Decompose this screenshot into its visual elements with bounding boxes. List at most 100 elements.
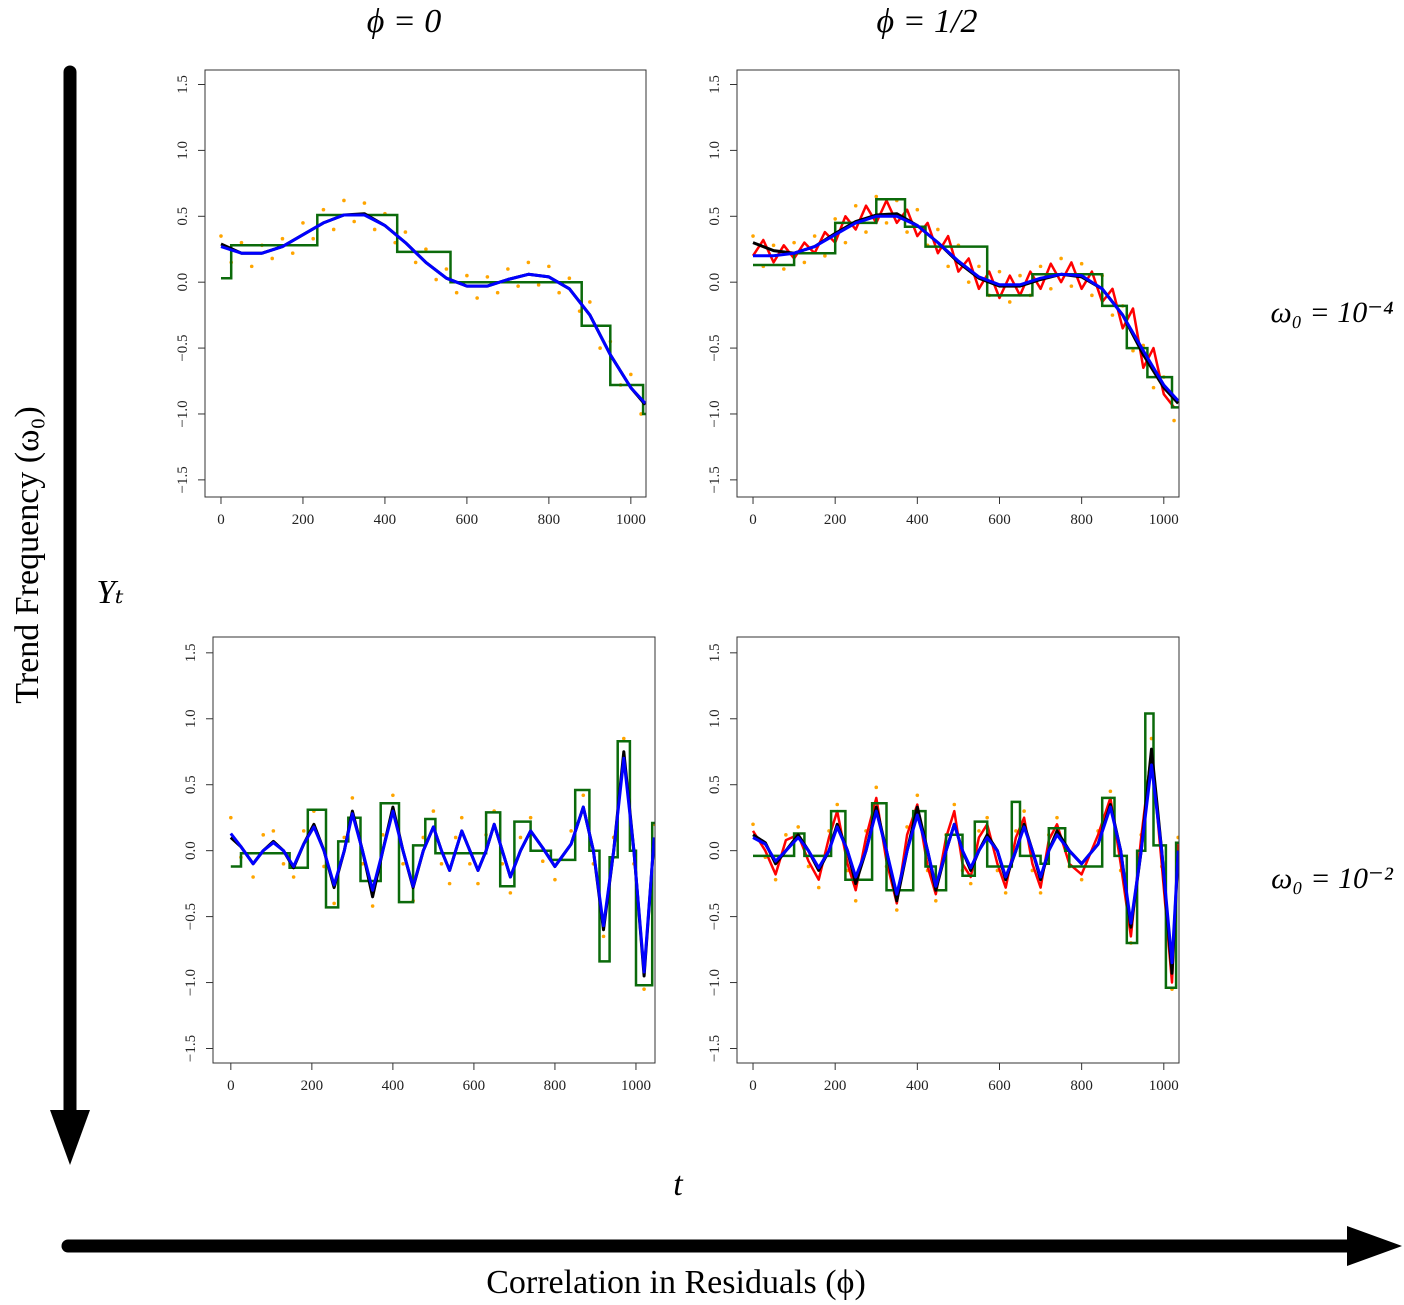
panel: 0 200 400 600 800 1000 −1.5 −1.0 −0.5 0.0 0.5 1.0 1.… [707, 636, 1180, 1094]
data-point [843, 240, 848, 245]
data-point [773, 877, 778, 882]
data-point [997, 269, 1002, 274]
data-point [915, 793, 920, 798]
data-point [1176, 835, 1179, 840]
data-point [476, 881, 480, 886]
data-point [301, 829, 306, 833]
x-tick-label: 800 [1070, 512, 1093, 528]
data-point [331, 227, 336, 232]
data-point [1003, 891, 1008, 895]
x-tick-label: 400 [906, 512, 929, 528]
data-point [454, 290, 459, 295]
data-point [362, 201, 367, 205]
y-tick-label: 1.5 [183, 643, 199, 662]
data-point [444, 267, 449, 271]
plot-frame [736, 636, 1180, 1064]
data-point [518, 835, 523, 840]
y-tick-label: 1.5 [175, 75, 191, 94]
y-tick-label: 0.0 [175, 273, 191, 292]
data-point [784, 833, 788, 837]
trend-line [753, 214, 1179, 402]
data-point [434, 277, 438, 282]
data-point [332, 901, 336, 906]
data-point [835, 802, 840, 807]
column-title: ϕ = 1/2 [877, 3, 978, 40]
data-point [413, 260, 418, 265]
data-point [219, 234, 223, 238]
x-tick-label: 200 [301, 1078, 324, 1094]
data-point [853, 898, 858, 903]
data-point [251, 875, 255, 879]
data-point [894, 908, 899, 912]
plot-area [229, 736, 655, 991]
data-point [1055, 815, 1059, 820]
y-tick-label: 1.0 [183, 709, 199, 728]
data-point [321, 207, 326, 212]
data-point [352, 219, 356, 224]
data-point [853, 203, 858, 208]
data-point [567, 276, 572, 281]
data-point [816, 885, 821, 890]
data-point [301, 221, 305, 225]
data-point [1007, 300, 1012, 304]
x-tick-label: 400 [374, 512, 397, 528]
data-point [936, 227, 940, 232]
data-point [833, 217, 837, 221]
y-tick-label: 1.0 [707, 709, 723, 728]
data-point [516, 284, 520, 288]
y-tick-label: −1.0 [707, 400, 723, 427]
plot-area [219, 198, 646, 416]
x-tick-label: 600 [988, 1078, 1011, 1094]
data-point [261, 833, 266, 837]
data-point [370, 904, 375, 908]
data-point [952, 802, 957, 807]
data-point [864, 230, 868, 234]
x-tick-label: 200 [824, 512, 847, 528]
x-tick-label: 0 [749, 1078, 757, 1094]
x-tick-label: 600 [463, 1078, 486, 1094]
y-tick-label: −0.5 [707, 903, 723, 930]
y-tick-label: 0.0 [183, 841, 199, 860]
data-point [342, 835, 347, 840]
y-tick-label: −0.5 [175, 334, 191, 361]
data-point [1069, 284, 1074, 288]
data-point [401, 862, 405, 866]
y-tick-label: −1.5 [175, 466, 191, 493]
y-tick-label: −1.0 [707, 969, 723, 996]
data-point [403, 230, 408, 234]
y-tick-label: −0.5 [183, 903, 199, 930]
data-point [985, 815, 989, 820]
panel: 0 200 400 600 800 1000 −1.5 −1.0 −0.5 0.0 0.5 1.0 1.… [707, 69, 1180, 528]
x-tick-label: 600 [456, 512, 479, 528]
data-point [447, 881, 452, 886]
data-point [465, 273, 469, 278]
data-point [249, 264, 254, 269]
data-point [475, 296, 479, 300]
y-tick-label: −1.0 [175, 400, 191, 427]
data-point [291, 875, 296, 879]
vertical-axis-label: Trend Frequency (ω₀) [9, 406, 46, 703]
data-point [968, 881, 973, 886]
data-point [547, 264, 551, 269]
data-point [391, 793, 395, 798]
x-tick-label: 1000 [616, 512, 646, 528]
row-label: ω₀ = 10⁻² [1271, 862, 1394, 895]
y-tick-label: 0.5 [175, 207, 191, 226]
x-tick-label: 1000 [621, 1078, 651, 1094]
data-point [453, 835, 458, 840]
data-point [553, 877, 557, 882]
data-point [270, 256, 275, 261]
data-point [601, 934, 606, 939]
data-point [812, 234, 817, 238]
data-point [495, 290, 500, 295]
data-point [569, 829, 573, 833]
data-point [468, 862, 472, 866]
data-point [792, 240, 796, 245]
plot-frame [204, 69, 647, 498]
data-point [977, 264, 981, 269]
y-tick-label: 1.5 [707, 643, 723, 662]
data-point [751, 822, 755, 827]
y-tick-label: −1.5 [707, 1035, 723, 1062]
trend-line [220, 213, 646, 405]
